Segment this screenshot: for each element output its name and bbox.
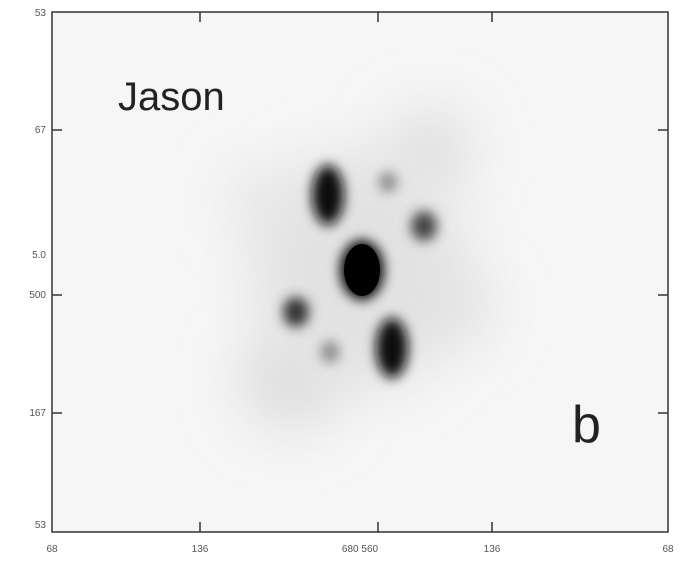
x-tick-label: 136	[192, 544, 209, 555]
y-tick-label: 67	[35, 125, 47, 136]
image-blobs	[230, 110, 490, 430]
ticks	[52, 12, 668, 532]
x-tick-label: 68	[46, 544, 58, 555]
y-tick-label: 167	[29, 408, 46, 419]
bottom-labels: 68 136 680 560 136 68	[46, 544, 674, 555]
x-tick-label: 136	[484, 544, 501, 555]
x-tick-label: 68	[662, 544, 674, 555]
panel-name: Jason	[118, 75, 225, 119]
left-labels: 53 67 5.0 500 167 53	[29, 8, 46, 531]
y-tick-label: 5.0	[32, 250, 46, 261]
plot-frame	[51, 11, 669, 533]
y-tick-label: 53	[35, 520, 47, 531]
y-tick-label: 53	[35, 8, 47, 19]
panel-letter: b	[572, 396, 601, 454]
y-tick-label: 500	[29, 290, 46, 301]
x-tick-label: 680 560	[342, 544, 379, 555]
